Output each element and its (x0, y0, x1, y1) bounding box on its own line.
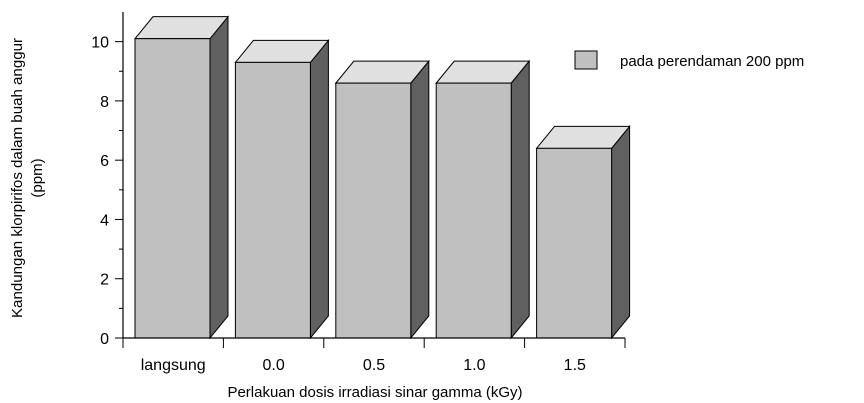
y-axis-title: Kandungan klorpirifos dalam buah anggur … (9, 38, 46, 318)
bars-group (133, 15, 631, 340)
y-tick-label: 8 (100, 94, 109, 111)
x-tick-label: langsung (141, 357, 206, 374)
bar-front (335, 82, 412, 339)
y-tick-label: 2 (100, 272, 109, 289)
legend-swatch (574, 50, 598, 70)
x-ticks-group: langsung 0.0 0.5 1.0 1.5 (122, 338, 626, 374)
y-tick-label: 4 (100, 212, 109, 229)
bar (535, 124, 631, 340)
axes-group (122, 12, 625, 339)
y-axis-title-line-2: (ppm) (29, 158, 46, 197)
bar-front (234, 61, 311, 339)
bar-front (536, 147, 613, 339)
legend-label: pada perendaman 200 ppm (620, 53, 804, 70)
x-tick-label: 1.0 (463, 357, 485, 374)
bar-side (510, 59, 530, 340)
x-tick-label: 0.0 (262, 357, 284, 374)
bar-side (410, 59, 430, 340)
y-tick-label: 0 (100, 331, 109, 348)
bar (435, 59, 531, 340)
y-ticks-group: 0 2 4 6 8 10 (91, 35, 123, 348)
bar-side (309, 38, 329, 340)
x-tick-label: 1.5 (564, 357, 586, 374)
bar-side (611, 124, 631, 340)
bar (133, 15, 230, 340)
x-axis-title: Perlakuan dosis irradiasi sinar gamma (k… (227, 384, 522, 401)
x-tick-label: 0.5 (363, 357, 385, 374)
bar (334, 59, 430, 340)
y-tick-label: 6 (100, 153, 109, 170)
y-tick-label: 10 (91, 35, 109, 52)
bar (234, 38, 330, 340)
bar-front (134, 38, 211, 339)
y-axis-title-line-1: Kandungan klorpirifos dalam buah anggur (9, 38, 26, 318)
bar-front (435, 82, 512, 339)
bar-side (209, 15, 229, 340)
legend: pada perendaman 200 ppm (574, 50, 804, 70)
